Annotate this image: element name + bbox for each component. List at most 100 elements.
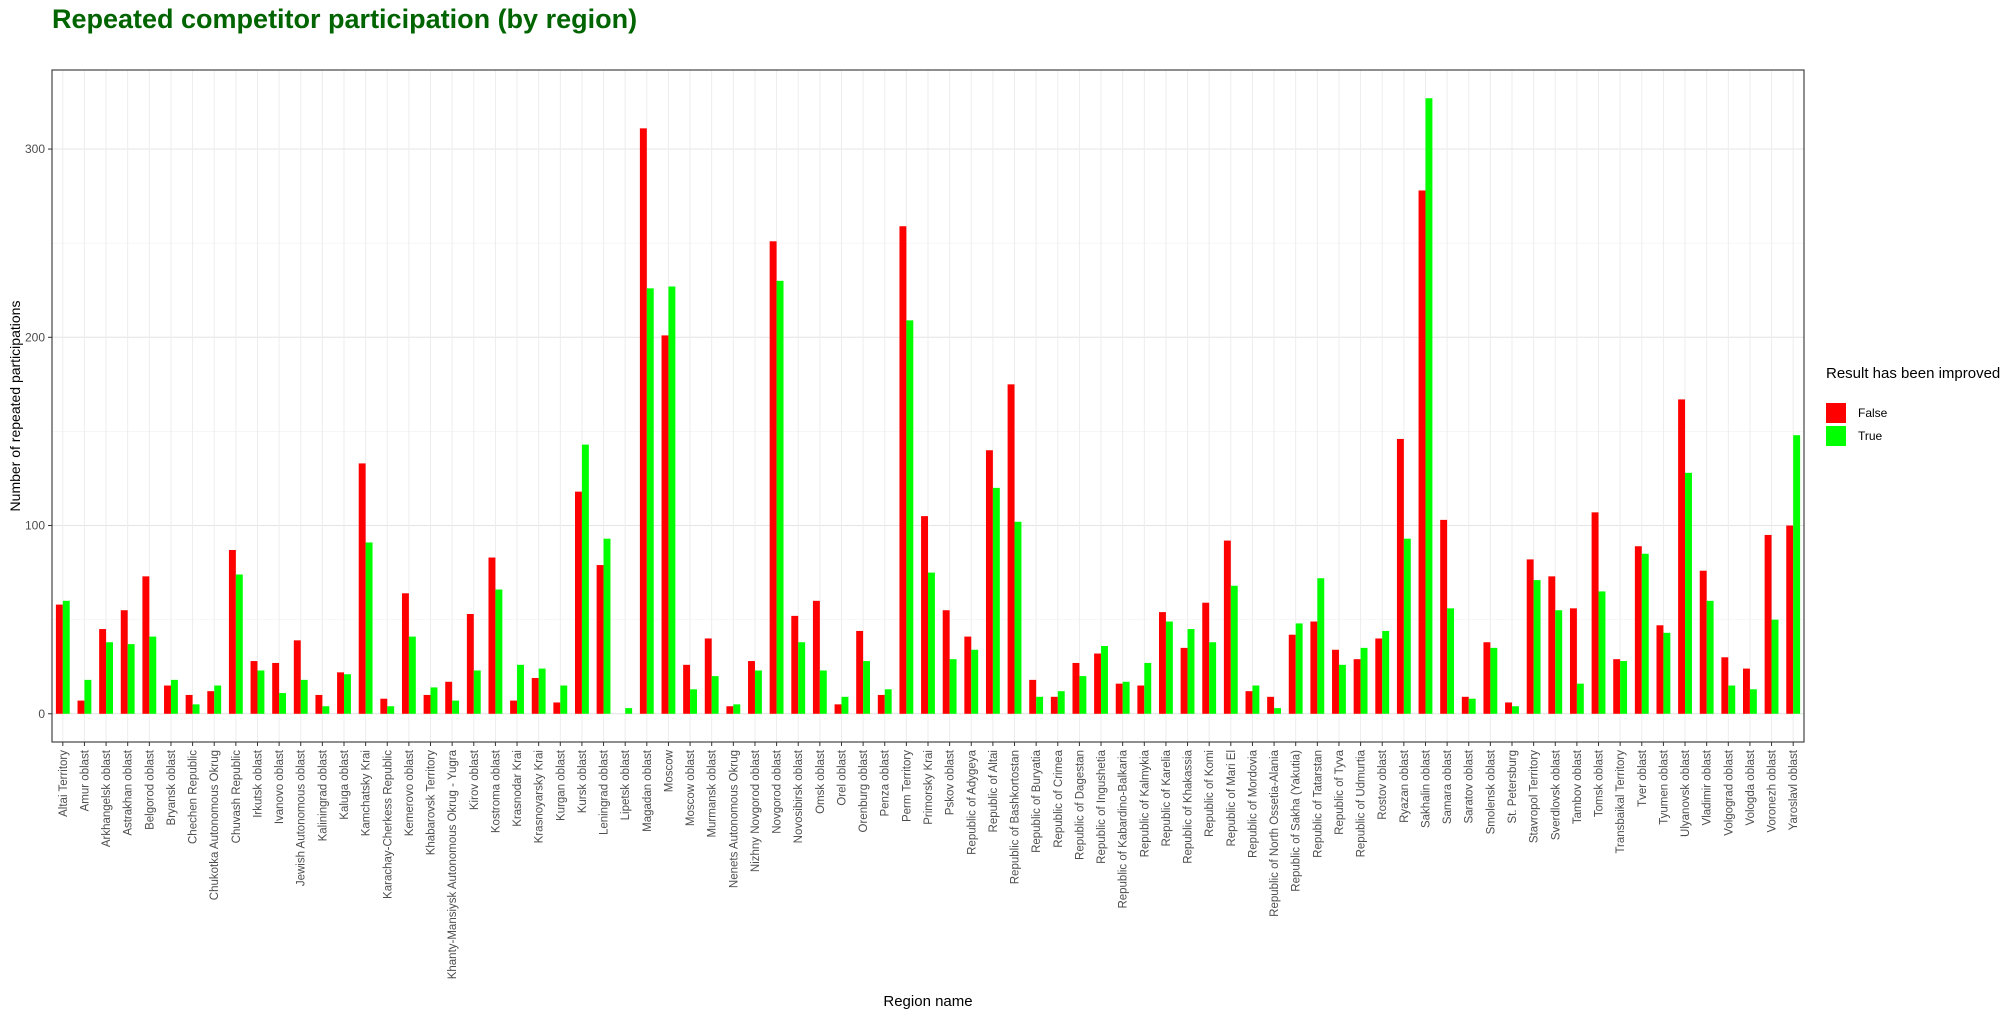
bar-true [257, 670, 265, 714]
bar-false [164, 685, 171, 714]
bar-false [1245, 691, 1253, 714]
bar-true [1598, 591, 1606, 714]
bar-false [185, 694, 193, 714]
x-tick-label: Novosibirsk oblast [793, 749, 805, 843]
bar-false [1786, 525, 1794, 714]
x-tick-label: Republic of Tatarstan [1312, 750, 1324, 858]
bar-true [473, 670, 481, 714]
bar-true [322, 706, 330, 714]
bar-true [863, 661, 871, 714]
bar-false [726, 706, 734, 714]
bar-false [531, 678, 539, 714]
bar-true [192, 704, 200, 714]
bar-false [1180, 647, 1188, 714]
legend-label-true: True [1858, 429, 1883, 443]
bar-false [1332, 649, 1339, 714]
bar-true [1555, 610, 1563, 714]
bar-false [553, 702, 561, 714]
x-tick-label: Republic of Dagestan [1074, 750, 1086, 860]
bar-false [445, 681, 453, 714]
legend-item-true: True [1826, 425, 1882, 447]
x-tick-label: Volgograd oblast [1723, 749, 1735, 835]
bar-false [1569, 608, 1577, 714]
x-tick-label: Magadan oblast [642, 749, 654, 832]
x-tick-label: Nenets Autonomous Okrug [728, 750, 740, 888]
bar-false [1267, 696, 1275, 714]
bar-false [683, 664, 691, 714]
bar-false [812, 600, 820, 714]
bar-true [754, 670, 762, 714]
bar-true [971, 649, 979, 714]
bar-false [921, 516, 928, 714]
legend-title: Result has been improved [1826, 365, 2000, 382]
bar-false [877, 694, 885, 714]
x-tick-label: Republic of Tyva [1334, 749, 1346, 834]
bar-true [1036, 696, 1044, 714]
x-tick-label: Amur oblast [79, 749, 91, 811]
bar-true [884, 689, 892, 714]
x-tick-label: Kaluga oblast [339, 749, 351, 819]
x-tick-label: Republic of Sakha (Yakutia) [1291, 750, 1303, 892]
bar-false [250, 661, 258, 714]
x-tick-label: Moscow oblast [685, 749, 697, 826]
bar-false [1591, 512, 1599, 714]
bar-true [365, 542, 373, 714]
x-tick-label: Stavropol Territory [1529, 750, 1541, 843]
bar-false [1072, 662, 1080, 714]
x-tick-label: Sverdlovsk oblast [1550, 749, 1562, 840]
bar-false [1375, 638, 1383, 714]
bar-true [1252, 685, 1260, 714]
bar-true [906, 320, 914, 714]
x-tick-label: Republic of North Ossetia-Alania [1269, 749, 1281, 916]
bar-true [1014, 521, 1022, 714]
legend-item-false: False [1826, 402, 1887, 424]
bar-true [949, 659, 957, 714]
x-tick-label: Chuvash Republic [231, 750, 243, 844]
bar-false [358, 463, 366, 714]
bar-false [401, 593, 409, 714]
x-tick-label: Primorsky Krai [923, 750, 935, 825]
bar-false [834, 704, 842, 714]
bar-false [488, 557, 496, 714]
bar-false [1007, 384, 1015, 714]
bar-true [62, 600, 70, 714]
bar-false [1526, 559, 1534, 714]
x-tick-label: Perm Territory [901, 750, 913, 822]
x-tick-label: Tver oblast [1637, 749, 1649, 807]
bars [55, 98, 1801, 714]
bar-false [1721, 657, 1729, 714]
bar-false [769, 241, 777, 714]
x-tick-label: Kemerovo oblast [404, 749, 416, 836]
x-tick-label: Kursk oblast [577, 749, 589, 813]
bar-false [207, 691, 215, 714]
bar-false [791, 615, 799, 714]
x-tick-label: Leningrad oblast [599, 749, 611, 835]
bar-true [106, 642, 113, 714]
legend-label-false: False [1858, 406, 1888, 420]
bar-false [1202, 602, 1210, 714]
bar-true [711, 676, 719, 714]
bar-true [235, 574, 243, 714]
bar-false [1764, 534, 1772, 714]
x-tick-label: Yaroslavl oblast [1788, 749, 1800, 830]
bar-true [452, 700, 460, 714]
x-tick-label: Samara oblast [1442, 749, 1454, 824]
x-tick-label: Republic of Altai [988, 750, 1000, 832]
bar-false [596, 565, 604, 714]
chart-title: Repeated competitor participation (by re… [52, 4, 638, 34]
bar-true [1468, 698, 1476, 714]
x-tick-label: Republic of Adygeya [966, 749, 978, 854]
bar-true [1209, 642, 1217, 714]
bar-true [408, 636, 416, 714]
bar-true [1122, 681, 1130, 714]
axis-ticks: 0 100 200 300 Altai Territory Amur oblast Arkh… [25, 142, 1800, 979]
x-tick-label: Bryansk oblast [166, 749, 178, 825]
bar-false [272, 662, 280, 714]
bar-false [1678, 399, 1686, 714]
bar-false [1461, 696, 1469, 714]
bar-true [1533, 580, 1541, 714]
bar-true [1663, 632, 1671, 714]
bar-true [992, 487, 1000, 714]
x-tick-label: Vologda oblast [1745, 749, 1757, 825]
